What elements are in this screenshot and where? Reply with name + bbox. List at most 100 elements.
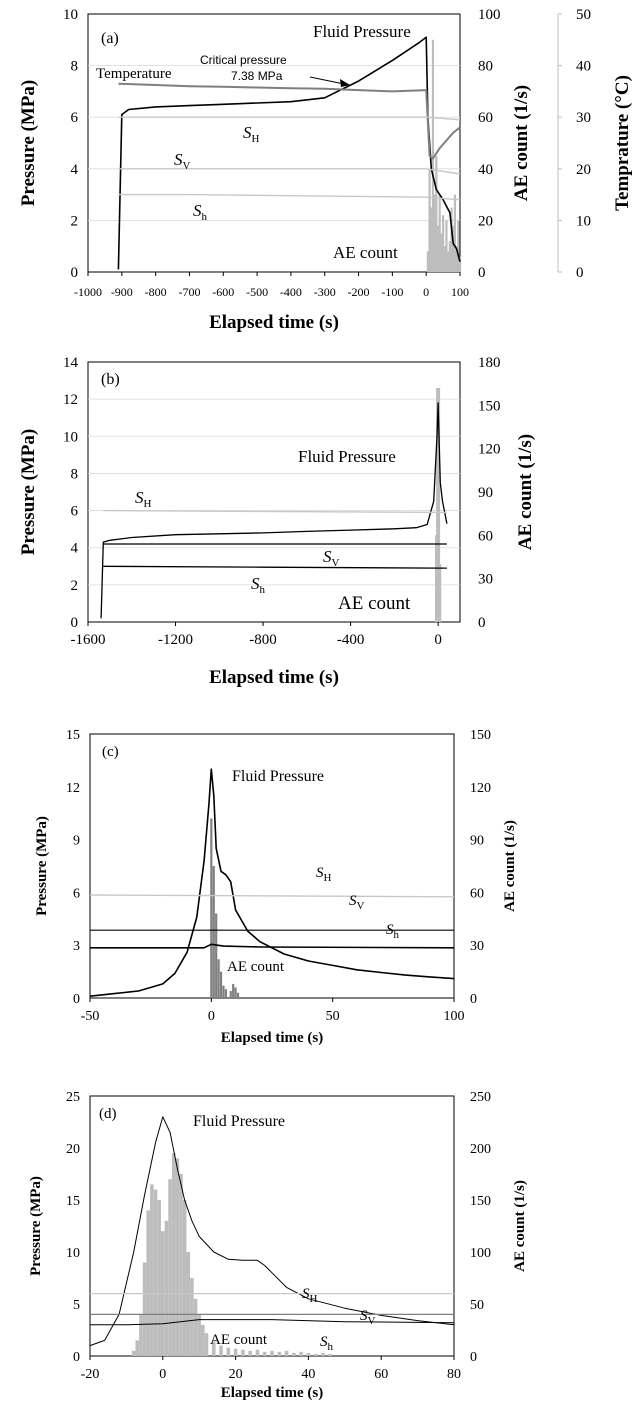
panel-a-ae-bar (426, 251, 429, 272)
panel-d-ae-bar (226, 1347, 231, 1356)
panel-b-Sh-line (103, 565, 447, 569)
panel-d-label: (d) (99, 1106, 117, 1122)
panel-c-y-tick-label: 9 (73, 834, 80, 849)
panel-d-y2-tick-label: 150 (470, 1194, 491, 1209)
panel-c-y2-tick-label: 30 (470, 939, 484, 954)
panel-b-y2-tick-label: 30 (478, 572, 493, 588)
panel-a-x-tick-label: -700 (178, 285, 200, 299)
panel-a-y2-tick-label: 0 (478, 265, 486, 281)
panel-c-ae-bar (236, 992, 240, 998)
panel-d-ae-bar (299, 1351, 303, 1356)
panel-c-ae-bar (234, 987, 237, 998)
panel-b-ae-bar (437, 564, 442, 622)
panel-a: -1000 -900 -800 -700 -600 -500 -400 -300 -200 -10… (18, 7, 633, 333)
panel-c-Sh-label: Sh (386, 922, 400, 941)
panel-b-y-tick-label: 8 (71, 466, 79, 482)
panel-a-y-tick-label: 4 (71, 162, 79, 178)
panel-a-x-tick-label: -200 (348, 285, 370, 299)
panel-c-y2-tick-label: 120 (470, 781, 491, 796)
panel-a-temperature-label: Temperature (96, 66, 172, 82)
panel-b-x-axis-title: Elapsed time (s) (209, 667, 339, 688)
panel-d-ae-bar (255, 1349, 260, 1356)
panel-a-y3-tick-label: 50 (576, 7, 591, 23)
panel-d-Sh-label: Sh (320, 1334, 334, 1353)
panel-d-ae-bar (277, 1351, 282, 1356)
panel-d-SH-label: SH (302, 1286, 318, 1305)
panel-a-y2-tick-label: 20 (478, 213, 493, 229)
panel-d-x-tick-label: 0 (159, 1367, 166, 1382)
panel-c-ae-count-label: AE count (227, 959, 285, 975)
panel-c-label: (c) (102, 744, 119, 760)
panel-a-critical-pressure-label: Critical pressure (200, 53, 287, 67)
panel-b-Sh-label: Sh (251, 574, 266, 596)
panel-d-y-tick-label: 25 (66, 1090, 80, 1105)
panel-a-y2-tick-label: 100 (478, 7, 501, 23)
panel-c-y2-tick-label: 90 (470, 834, 484, 849)
panel-b-x-tick-label: -400 (337, 632, 365, 648)
panel-a-SV-line (118, 168, 461, 175)
panel-a-temperature-line (118, 82, 461, 160)
panel-b-y-tick-label: 10 (63, 429, 78, 445)
panel-d-x-tick-label: 80 (447, 1367, 461, 1382)
panel-d-x-tick-label: -20 (81, 1367, 100, 1382)
panel-c-y2-tick-label: 0 (470, 992, 477, 1007)
panel-b-y-tick-label: 6 (71, 504, 79, 520)
panel-a-SH-line (118, 116, 461, 121)
panel-c-SH-line (89, 894, 455, 898)
panel-d-ae-bar (270, 1350, 274, 1356)
panel-c-Sh-line (90, 943, 455, 949)
panel-c-ae-bar (229, 990, 232, 998)
panel-a-y-tick-label: 6 (71, 110, 79, 126)
panel-d-x-tick-label: 40 (301, 1367, 315, 1382)
panel-b-ae-count-label: AE count (338, 593, 411, 614)
panel-d-SV-label: SV (360, 1308, 376, 1327)
panel-c-x-tick-label: 0 (208, 1009, 215, 1024)
panel-d-ae-bar (164, 1220, 169, 1356)
panel-a-ae-bar (428, 168, 431, 272)
panel-a-critical-pressure-value: 7.38 MPa (231, 69, 283, 83)
panel-a-y3-tick-label: 40 (576, 59, 591, 75)
panel-a-ae-bar (433, 194, 436, 272)
panel-a-x-axis-title: Elapsed time (s) (209, 312, 339, 333)
panel-a-label: (a) (101, 30, 119, 47)
panel-a-ae-bar (440, 233, 443, 272)
panel-b-SH-line (103, 509, 447, 514)
panel-a-ae-bar (458, 256, 462, 272)
panel-d-ae-bar (219, 1345, 223, 1356)
panel-c-plot-frame (89, 733, 455, 999)
panel-b-plot-frame (87, 361, 461, 623)
panel-b-fluid-line (100, 402, 448, 619)
panel-c-y-tick-label: 12 (66, 781, 80, 796)
panel-a-ae-bar (457, 220, 460, 272)
panel-b-SH-label: SH (135, 488, 152, 510)
panel-a-x-tick-label: 100 (451, 285, 469, 299)
panel-d-ae-bar (284, 1350, 289, 1356)
panel-d-ae-bar (157, 1200, 161, 1356)
panel-c-ae-bar (217, 959, 220, 998)
panel-a-Sh-line (118, 193, 461, 201)
panel-d-ae-bar (193, 1298, 198, 1356)
panel-b-y2-tick-label: 60 (478, 528, 493, 544)
panel-c-x-tick-label: 100 (444, 1009, 465, 1024)
panel-d-ae-bar (186, 1252, 191, 1356)
panel-b-y-tick-label: 14 (63, 355, 79, 371)
panel-d-y2-tick-label: 100 (470, 1246, 491, 1261)
panel-b-y2-tick-label: 150 (478, 398, 501, 414)
panel-b-fluid-pressure-label: Fluid Pressure (298, 447, 396, 466)
panel-a-ae-bar (435, 155, 438, 272)
panel-d-x-tick-label: 20 (229, 1367, 243, 1382)
panel-c-fluid-line (89, 768, 455, 997)
panel-d-y2-axis-title: AE count (1/s) (512, 1180, 528, 1272)
panel-a-ae-bar (438, 194, 441, 272)
panel-d-ae-bar (175, 1158, 180, 1356)
panel-b-SV-label: SV (323, 547, 340, 569)
panel-a-ae-bar (443, 246, 446, 272)
panel-a-x-tick-label: -800 (145, 285, 167, 299)
panel-a-SV-label: SV (174, 150, 191, 172)
panel-c-x-axis-title: Elapsed time (s) (221, 1030, 324, 1046)
panel-a-fluid-line (117, 36, 461, 270)
panel-d-x-tick-label: 60 (374, 1367, 388, 1382)
panel-d-ae-bar (182, 1200, 187, 1356)
panel-b-y2-tick-label: 180 (478, 355, 501, 371)
panel-a-ae-bar (436, 225, 440, 272)
